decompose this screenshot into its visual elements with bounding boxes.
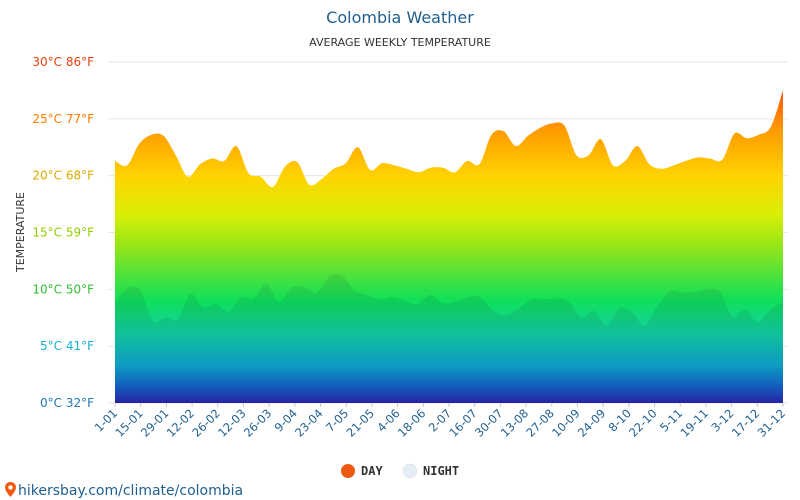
legend-night-swatch [402,463,418,479]
x-axis: 1-0115-0129-0112-0226-0212-0326-039-0423… [92,403,788,440]
location-pin-icon [5,482,16,497]
y-tick-label: 0°C 32°F [40,396,94,410]
y-tick-label: 5°C 41°F [40,339,94,353]
legend: DAY NIGHT [341,463,459,479]
x-tick-label: 26-03 [241,406,275,440]
y-axis: 0°C 32°F 5°C 41°F 10°C 50°F 15°C 59°F 20°C 6… [32,55,94,410]
x-tick-label: 27-08 [523,406,557,440]
x-tick-label: 10-09 [549,406,583,440]
y-tick-label: 30°C 86°F [32,55,94,69]
x-tick-label: 12-03 [215,406,249,440]
day-series-area [115,90,783,403]
chart-title: Colombia Weather [326,8,474,27]
x-tick-label: 21-05 [343,406,377,440]
legend-day-swatch [341,464,355,478]
footer-url: hikersbay.com/climate/colombia [18,483,243,499]
x-tick-label: 23-04 [292,406,326,440]
x-tick-label: 24-09 [575,406,609,440]
x-tick-label: 22-10 [626,406,660,440]
y-axis-label: TEMPERATURE [14,192,27,273]
x-tick-label: 16-07 [446,406,480,440]
y-tick-label: 10°C 50°F [32,282,94,296]
plot-area [115,90,783,403]
x-tick-label: 13-08 [498,406,532,440]
chart-subtitle: AVERAGE WEEKLY TEMPERATURE [309,36,491,49]
x-tick-label: 31-12 [755,406,789,440]
x-tick-label: 18-06 [395,406,429,440]
footer-link[interactable]: hikersbay.com/climate/colombia [5,482,243,499]
night-series-area [115,274,783,403]
legend-day-label: DAY [361,464,383,478]
x-tick-label: 12-02 [164,406,198,440]
x-tick-label: 19-11 [677,406,711,440]
x-tick-label: 30-07 [472,406,506,440]
legend-night-label: NIGHT [423,464,459,478]
y-tick-label: 25°C 77°F [32,112,94,126]
legend-item-night[interactable]: NIGHT [402,463,459,479]
x-tick-label: 17-12 [729,406,763,440]
x-tick-label: 26-02 [189,406,223,440]
x-tick-label: 15-01 [112,406,146,440]
x-tick-label: 29-01 [138,406,172,440]
y-tick-label: 20°C 68°F [32,169,94,183]
legend-item-day[interactable]: DAY [341,464,383,478]
y-tick-label: 15°C 59°F [32,226,94,240]
